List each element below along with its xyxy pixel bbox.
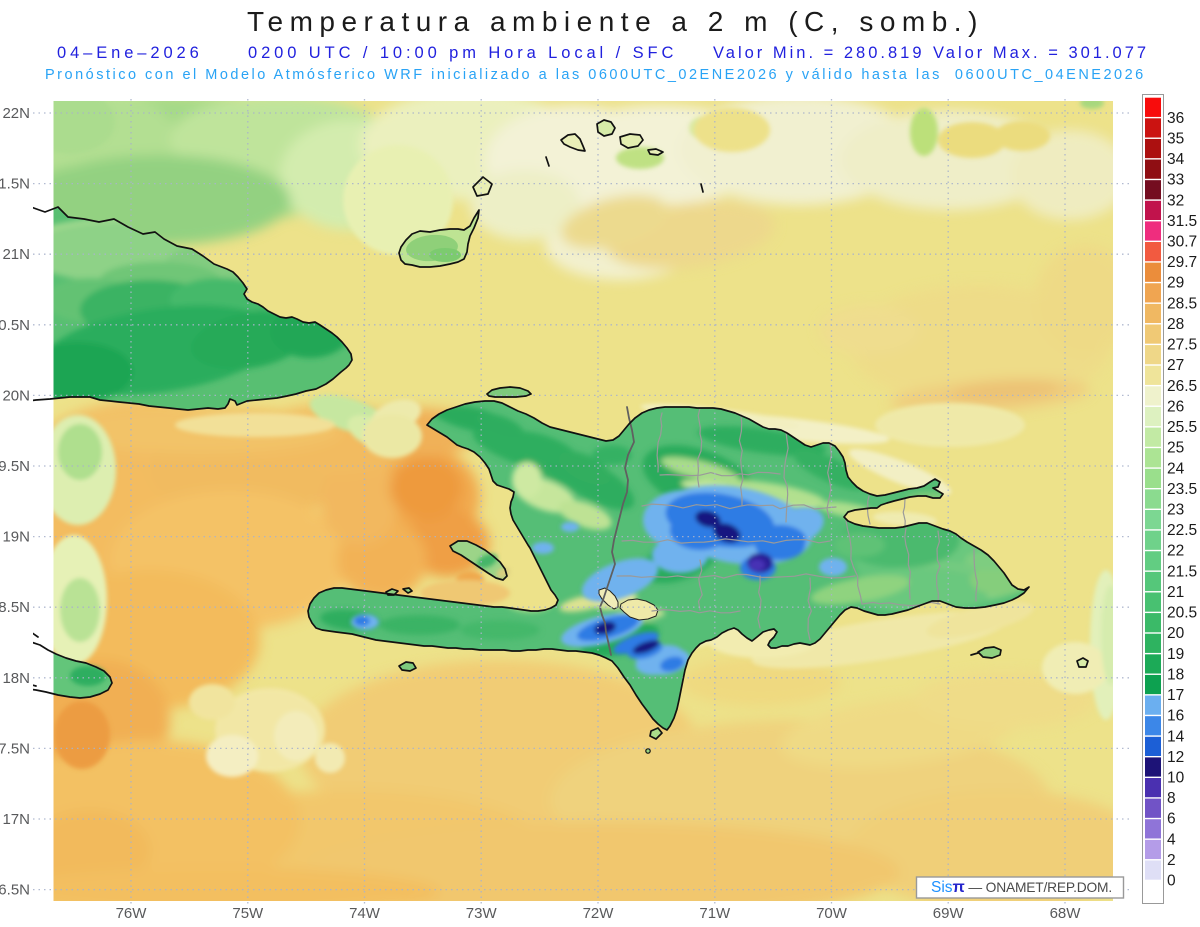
svg-text:23: 23 xyxy=(1167,502,1184,519)
svg-text:71W: 71W xyxy=(699,905,731,922)
svg-text:04–Ene–2026: 04–Ene–2026 xyxy=(57,44,203,62)
svg-text:74W: 74W xyxy=(349,905,381,922)
svg-text:10: 10 xyxy=(1167,770,1185,787)
svg-text:17.5N: 17.5N xyxy=(0,740,30,757)
svg-text:22: 22 xyxy=(1167,543,1184,560)
svg-text:Sisπ — ONAMET/REP.DOM.: Sisπ — ONAMET/REP.DOM. xyxy=(931,879,1112,896)
svg-text:35: 35 xyxy=(1167,130,1184,147)
svg-text:31.5: 31.5 xyxy=(1167,213,1197,230)
svg-text:70W: 70W xyxy=(816,905,848,922)
svg-text:75W: 75W xyxy=(232,905,264,922)
svg-text:16: 16 xyxy=(1167,708,1184,725)
svg-text:72W: 72W xyxy=(583,905,615,922)
svg-text:Valor Min. = 280.819: Valor Min. = 280.819 xyxy=(713,44,925,62)
svg-text:22.5: 22.5 xyxy=(1167,522,1197,539)
svg-text:36: 36 xyxy=(1167,110,1184,127)
svg-text:21: 21 xyxy=(1167,584,1184,601)
svg-text:24: 24 xyxy=(1167,460,1185,477)
svg-text:30.7: 30.7 xyxy=(1167,234,1197,251)
svg-text:16.5N: 16.5N xyxy=(0,882,30,899)
svg-text:33: 33 xyxy=(1167,172,1184,189)
svg-text:76W: 76W xyxy=(116,905,148,922)
svg-text:0200 UTC / 10:00 pm Hora Local: 0200 UTC / 10:00 pm Hora Local / SFC xyxy=(248,44,677,62)
svg-text:19N: 19N xyxy=(2,529,30,546)
svg-text:21.5: 21.5 xyxy=(1167,563,1197,580)
svg-text:19.5N: 19.5N xyxy=(0,458,30,475)
svg-text:17: 17 xyxy=(1167,687,1184,704)
svg-text:27: 27 xyxy=(1167,357,1184,374)
svg-text:6: 6 xyxy=(1167,811,1176,828)
svg-text:12: 12 xyxy=(1167,749,1184,766)
svg-text:25.5: 25.5 xyxy=(1167,419,1197,436)
svg-text:Valor Max. = 301.077: Valor Max. = 301.077 xyxy=(933,44,1149,62)
svg-text:Temperatura ambiente a 2 m (C,: Temperatura ambiente a 2 m (C, somb.) xyxy=(247,6,984,37)
svg-text:Pronóstico con el Modelo Atmós: Pronóstico con el Modelo Atmósferico WRF… xyxy=(45,67,1146,83)
svg-text:17N: 17N xyxy=(2,811,30,828)
svg-text:68W: 68W xyxy=(1050,905,1082,922)
svg-text:29.7: 29.7 xyxy=(1167,254,1197,271)
svg-text:23.5: 23.5 xyxy=(1167,481,1197,498)
svg-text:28.5: 28.5 xyxy=(1167,295,1197,312)
svg-text:28: 28 xyxy=(1167,316,1184,333)
svg-text:0: 0 xyxy=(1167,873,1176,890)
svg-text:18: 18 xyxy=(1167,666,1184,683)
svg-text:21.5N: 21.5N xyxy=(0,176,30,193)
svg-text:73W: 73W xyxy=(466,905,498,922)
svg-text:21N: 21N xyxy=(2,246,30,263)
svg-text:34: 34 xyxy=(1167,151,1185,168)
svg-text:19: 19 xyxy=(1167,646,1184,663)
svg-text:22N: 22N xyxy=(2,105,30,122)
svg-text:20N: 20N xyxy=(2,387,30,404)
svg-text:26.5: 26.5 xyxy=(1167,378,1197,395)
svg-text:18N: 18N xyxy=(2,670,30,687)
svg-text:14: 14 xyxy=(1167,728,1185,745)
svg-text:26: 26 xyxy=(1167,398,1184,415)
svg-text:4: 4 xyxy=(1167,831,1176,848)
svg-text:8: 8 xyxy=(1167,790,1176,807)
svg-text:2: 2 xyxy=(1167,852,1176,869)
svg-text:27.5: 27.5 xyxy=(1167,337,1197,354)
svg-text:69W: 69W xyxy=(933,905,965,922)
svg-text:32: 32 xyxy=(1167,192,1184,209)
svg-text:25: 25 xyxy=(1167,440,1184,457)
svg-text:20.5: 20.5 xyxy=(1167,605,1197,622)
svg-text:20.5N: 20.5N xyxy=(0,317,30,334)
svg-text:18.5N: 18.5N xyxy=(0,599,30,616)
svg-text:29: 29 xyxy=(1167,275,1184,292)
svg-text:20: 20 xyxy=(1167,625,1185,642)
